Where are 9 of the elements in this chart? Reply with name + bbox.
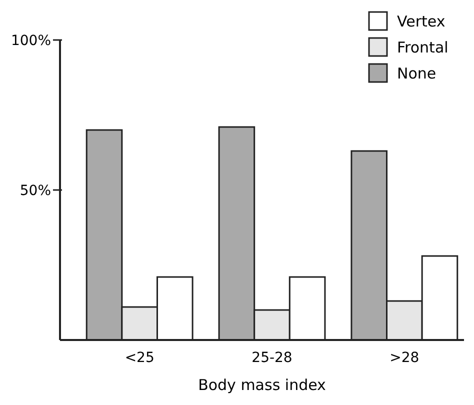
legend-label: Frontal [397, 38, 448, 56]
x-axis-title: Body mass index [198, 376, 326, 394]
x-tick-label: >28 [390, 350, 420, 366]
legend-label: None [397, 64, 436, 82]
x-tick-label: 25-28 [252, 350, 292, 366]
y-tick-label: 100% [10, 32, 51, 49]
legend-label: Vertex [397, 12, 446, 30]
y-tick-label: 50% [20, 182, 51, 199]
x-tick-label: <25 [124, 350, 154, 366]
